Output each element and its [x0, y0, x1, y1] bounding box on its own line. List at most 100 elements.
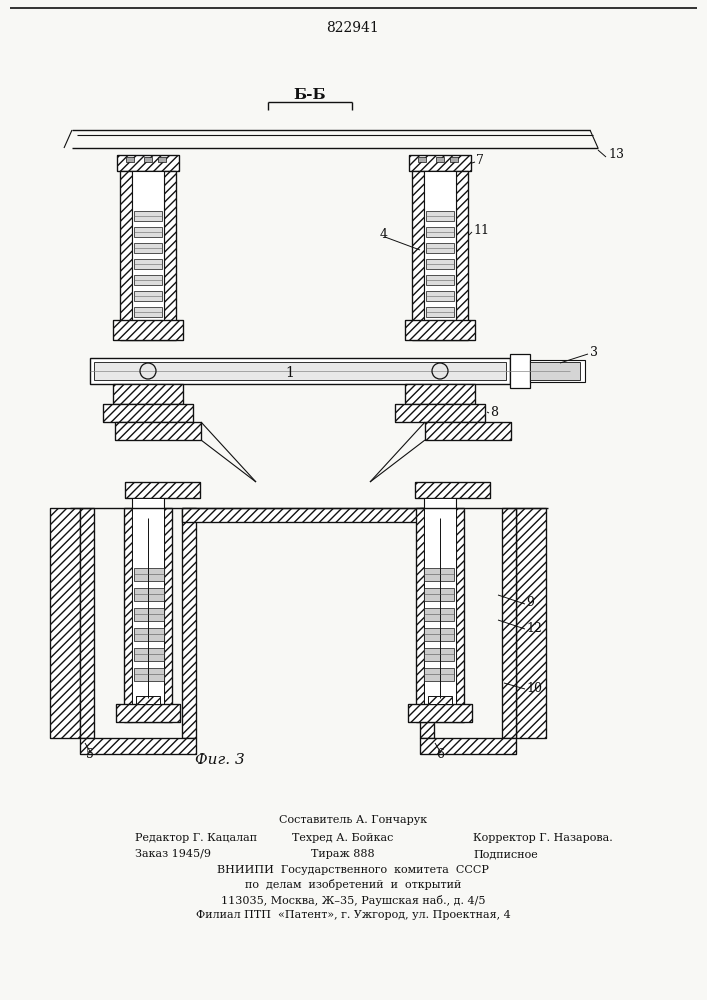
- Text: Редактор Г. Кацалап: Редактор Г. Кацалап: [135, 833, 257, 843]
- Bar: [136, 696, 160, 704]
- Bar: [103, 404, 193, 422]
- Bar: [182, 508, 196, 738]
- Bar: [134, 211, 162, 221]
- Bar: [426, 227, 454, 237]
- Text: 10: 10: [526, 682, 542, 694]
- Bar: [124, 508, 132, 722]
- Bar: [120, 171, 132, 340]
- Bar: [182, 508, 434, 522]
- Bar: [405, 384, 475, 404]
- Bar: [409, 155, 471, 171]
- Bar: [424, 498, 456, 508]
- Bar: [405, 320, 475, 340]
- Bar: [530, 360, 585, 382]
- Bar: [502, 508, 516, 738]
- Bar: [412, 171, 424, 340]
- Bar: [116, 704, 180, 722]
- Bar: [425, 422, 511, 440]
- Bar: [408, 704, 472, 722]
- Bar: [424, 668, 454, 681]
- Text: 113035, Москва, Ж–35, Раушская наб., д. 4/5: 113035, Москва, Ж–35, Раушская наб., д. …: [221, 894, 485, 906]
- Bar: [120, 171, 176, 340]
- Bar: [125, 482, 200, 498]
- Bar: [395, 404, 485, 422]
- Bar: [426, 307, 454, 317]
- Text: 12: 12: [526, 621, 542, 635]
- Text: 3: 3: [590, 347, 598, 360]
- Bar: [134, 648, 164, 661]
- Bar: [144, 157, 152, 162]
- Bar: [113, 320, 183, 340]
- Bar: [80, 738, 196, 754]
- Bar: [94, 362, 506, 380]
- Bar: [116, 704, 180, 722]
- Bar: [420, 508, 434, 738]
- Text: 13: 13: [608, 148, 624, 161]
- Bar: [134, 568, 164, 581]
- Bar: [418, 157, 426, 162]
- Bar: [405, 384, 475, 404]
- Bar: [502, 508, 516, 738]
- Bar: [134, 668, 164, 681]
- Bar: [415, 482, 490, 498]
- Text: 8: 8: [490, 406, 498, 418]
- Bar: [420, 738, 516, 754]
- Bar: [132, 508, 164, 722]
- Bar: [424, 608, 454, 621]
- Bar: [424, 648, 454, 661]
- Bar: [425, 422, 511, 440]
- Bar: [113, 320, 183, 340]
- Bar: [395, 404, 485, 422]
- Text: 9: 9: [526, 596, 534, 609]
- Bar: [416, 508, 464, 722]
- Text: Составитель А. Гончарук: Составитель А. Гончарук: [279, 815, 427, 825]
- Bar: [420, 738, 516, 754]
- Bar: [510, 354, 530, 388]
- Text: 11: 11: [473, 224, 489, 236]
- Bar: [424, 508, 456, 722]
- Text: Филиал ПТП  «Патент», г. Ужгород, ул. Проектная, 4: Филиал ПТП «Патент», г. Ужгород, ул. Про…: [196, 910, 510, 920]
- Bar: [450, 157, 458, 162]
- Text: 7: 7: [476, 153, 484, 166]
- Bar: [436, 157, 444, 162]
- Bar: [134, 588, 164, 601]
- Bar: [424, 588, 454, 601]
- Bar: [426, 291, 454, 301]
- Bar: [115, 422, 201, 440]
- Bar: [516, 508, 546, 738]
- Text: Корректор Г. Назарова.: Корректор Г. Назарова.: [473, 833, 613, 843]
- Bar: [90, 358, 510, 384]
- Bar: [456, 171, 468, 340]
- Bar: [405, 320, 475, 340]
- Bar: [426, 259, 454, 269]
- Bar: [409, 155, 471, 171]
- Bar: [134, 608, 164, 621]
- Text: по  делам  изобретений  и  открытий: по делам изобретений и открытий: [245, 880, 461, 890]
- Text: 6: 6: [436, 748, 444, 760]
- Text: 5: 5: [86, 748, 94, 760]
- Text: Техред А. Бойкас: Техред А. Бойкас: [292, 833, 394, 843]
- Bar: [415, 482, 490, 498]
- Bar: [80, 508, 94, 738]
- Bar: [134, 243, 162, 253]
- Bar: [132, 171, 164, 340]
- Bar: [124, 508, 172, 722]
- Bar: [113, 384, 183, 404]
- Text: Подписное: Подписное: [473, 849, 538, 859]
- Text: 1: 1: [286, 366, 294, 380]
- Bar: [134, 307, 162, 317]
- Bar: [134, 628, 164, 641]
- Bar: [420, 508, 434, 738]
- Bar: [530, 362, 580, 380]
- Bar: [408, 704, 472, 722]
- Text: Фиг. 3: Фиг. 3: [195, 753, 245, 767]
- Bar: [80, 508, 94, 738]
- Bar: [164, 171, 176, 340]
- Bar: [416, 508, 424, 722]
- Bar: [424, 171, 456, 340]
- Bar: [115, 422, 201, 440]
- Text: ВНИИПИ  Государственного  комитета  СССР: ВНИИПИ Государственного комитета СССР: [217, 865, 489, 875]
- Bar: [134, 275, 162, 285]
- Bar: [50, 508, 80, 738]
- Bar: [516, 508, 546, 738]
